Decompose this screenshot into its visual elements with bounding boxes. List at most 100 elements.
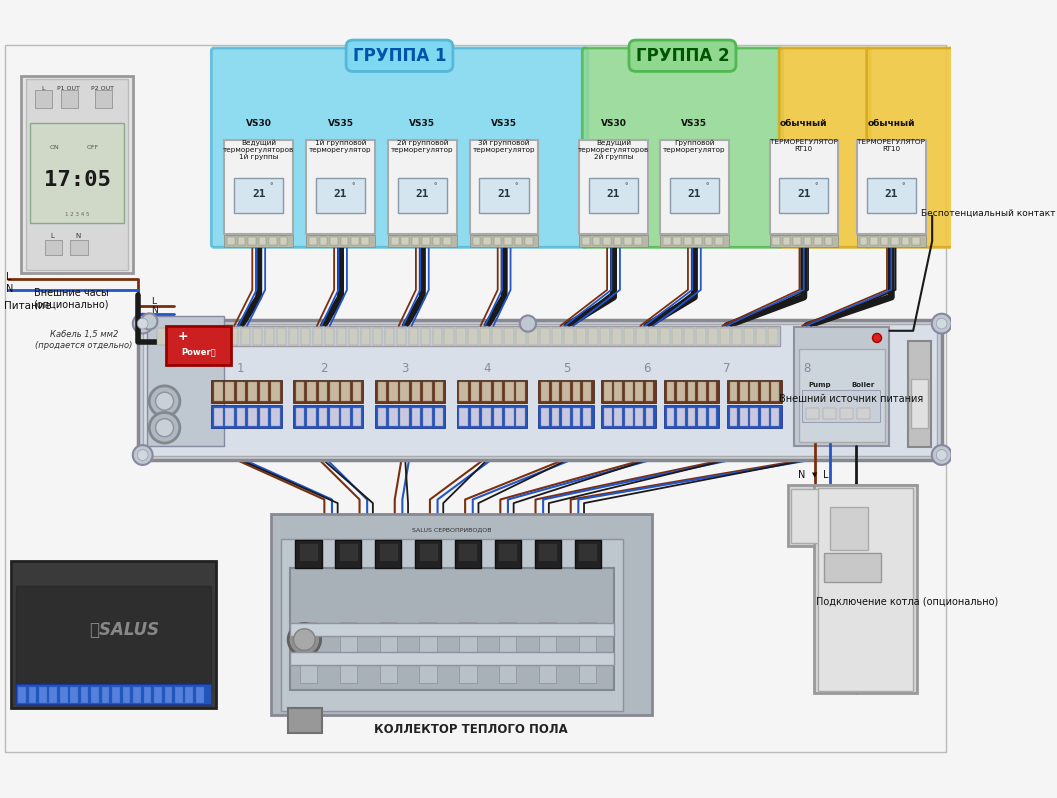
- Bar: [434, 408, 443, 426]
- Bar: [818, 488, 913, 690]
- Bar: [684, 328, 693, 346]
- Text: VS30: VS30: [246, 119, 272, 128]
- Text: °: °: [814, 184, 818, 190]
- Text: 1 2 3 4 5: 1 2 3 4 5: [64, 212, 89, 217]
- Bar: [799, 349, 885, 442]
- Bar: [443, 237, 451, 245]
- Bar: [604, 237, 611, 245]
- Text: P1 OUT: P1 OUT: [57, 86, 80, 91]
- Bar: [289, 328, 298, 346]
- Bar: [330, 237, 337, 245]
- Bar: [290, 652, 613, 665]
- Text: Pump: Pump: [809, 382, 831, 389]
- Bar: [270, 237, 277, 245]
- Circle shape: [289, 623, 320, 656]
- Text: N: N: [75, 233, 80, 239]
- Bar: [271, 382, 280, 401]
- Bar: [708, 408, 717, 426]
- FancyBboxPatch shape: [779, 48, 870, 247]
- Text: °: °: [515, 184, 518, 190]
- Bar: [472, 237, 480, 245]
- Bar: [635, 382, 643, 401]
- Bar: [576, 328, 586, 346]
- Bar: [290, 623, 613, 636]
- Bar: [541, 382, 549, 401]
- Bar: [891, 237, 898, 245]
- Bar: [880, 237, 889, 245]
- Bar: [504, 328, 514, 346]
- Bar: [341, 382, 350, 401]
- Text: Power⏻: Power⏻: [182, 347, 216, 356]
- Bar: [634, 237, 642, 245]
- Bar: [583, 408, 591, 426]
- Bar: [517, 408, 525, 426]
- Text: ▼: ▼: [812, 472, 817, 478]
- Bar: [578, 543, 597, 560]
- Bar: [420, 622, 437, 682]
- Bar: [673, 237, 681, 245]
- Bar: [241, 328, 251, 346]
- Bar: [319, 237, 328, 245]
- Bar: [552, 382, 559, 401]
- Bar: [761, 408, 768, 426]
- Bar: [468, 328, 478, 346]
- Text: °: °: [624, 184, 628, 190]
- Circle shape: [932, 445, 951, 465]
- Bar: [525, 237, 533, 245]
- Bar: [857, 235, 926, 247]
- Text: L: L: [151, 297, 156, 306]
- Bar: [517, 382, 525, 401]
- Bar: [80, 687, 89, 703]
- Bar: [16, 684, 211, 704]
- Text: P2 OUT: P2 OUT: [91, 86, 114, 91]
- Bar: [423, 382, 432, 401]
- Text: VS30: VS30: [600, 119, 627, 128]
- Bar: [528, 328, 538, 346]
- Bar: [823, 553, 880, 582]
- Bar: [375, 540, 402, 567]
- Bar: [375, 405, 445, 429]
- Text: ТЕРМОРЕГУЛЯТОР
RT10: ТЕРМОРЕГУЛЯТОР RT10: [857, 139, 925, 152]
- Bar: [432, 328, 442, 346]
- Bar: [589, 328, 598, 346]
- Bar: [769, 140, 838, 234]
- Text: °: °: [351, 184, 354, 190]
- Bar: [61, 90, 78, 109]
- Bar: [824, 237, 832, 245]
- Bar: [664, 405, 719, 429]
- Bar: [71, 239, 88, 255]
- Text: 2: 2: [319, 361, 328, 374]
- Bar: [539, 622, 556, 682]
- Bar: [460, 622, 477, 682]
- Bar: [91, 687, 99, 703]
- Bar: [729, 408, 737, 426]
- Bar: [481, 328, 490, 346]
- Bar: [708, 382, 717, 401]
- Bar: [625, 408, 632, 426]
- Bar: [678, 382, 685, 401]
- FancyBboxPatch shape: [867, 48, 958, 247]
- Text: ГРУППА 1: ГРУППА 1: [353, 47, 446, 65]
- Bar: [457, 380, 527, 403]
- Bar: [564, 328, 574, 346]
- Circle shape: [520, 315, 536, 332]
- Bar: [133, 687, 141, 703]
- Bar: [667, 382, 674, 401]
- Bar: [211, 380, 281, 403]
- Text: VS35: VS35: [492, 119, 517, 128]
- Text: Ведущий
терморегуляторов
2й группы: Ведущий терморегуляторов 2й группы: [578, 139, 649, 160]
- Circle shape: [137, 318, 148, 329]
- Bar: [388, 140, 457, 234]
- Circle shape: [155, 419, 173, 437]
- Bar: [740, 408, 747, 426]
- Bar: [101, 687, 109, 703]
- Bar: [612, 328, 622, 346]
- Bar: [234, 178, 283, 213]
- Text: L: L: [5, 272, 12, 282]
- Bar: [227, 237, 235, 245]
- Bar: [389, 382, 397, 401]
- Circle shape: [137, 449, 148, 460]
- Bar: [156, 328, 166, 346]
- Bar: [575, 540, 601, 567]
- Bar: [205, 328, 215, 346]
